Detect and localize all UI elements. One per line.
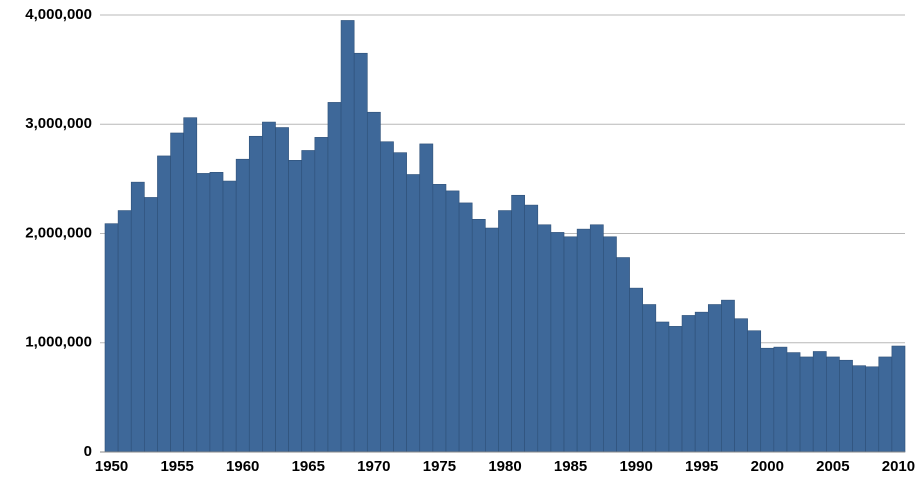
bar	[511, 194, 525, 453]
x-tick-label: 1955	[160, 458, 193, 475]
bar	[694, 311, 709, 453]
bar	[891, 345, 906, 453]
bar	[707, 304, 722, 453]
bar	[144, 197, 158, 453]
bar	[616, 257, 630, 453]
bar	[275, 127, 289, 453]
bar	[288, 160, 303, 453]
y-tick-label: 4,000,000	[25, 6, 92, 23]
bar	[537, 224, 552, 453]
bar	[550, 232, 565, 453]
bar	[314, 137, 329, 453]
bar	[432, 184, 447, 453]
bar	[852, 365, 866, 453]
bar	[734, 318, 748, 453]
x-tick-label: 2005	[816, 458, 849, 475]
bar	[812, 351, 827, 453]
bar	[222, 180, 237, 453]
bar	[104, 223, 119, 453]
x-tick-label: 1995	[685, 458, 718, 475]
bar	[340, 20, 355, 453]
bar	[353, 52, 368, 453]
bar	[826, 356, 840, 453]
bar	[406, 174, 421, 453]
bar	[458, 202, 473, 453]
x-tick-label: 2010	[882, 458, 915, 475]
bar	[603, 236, 617, 453]
bar	[524, 204, 539, 453]
bar	[419, 143, 434, 453]
x-tick-label: 1960	[226, 458, 259, 475]
bar	[380, 141, 394, 453]
x-tick-label: 1980	[488, 458, 521, 475]
bar	[301, 150, 316, 453]
bar	[262, 121, 276, 453]
bar	[878, 356, 893, 453]
bar	[773, 346, 788, 453]
bar	[471, 218, 486, 453]
x-tick-label: 1965	[292, 458, 325, 475]
y-tick-label: 2,000,000	[25, 224, 92, 241]
bar	[576, 228, 591, 453]
bar	[327, 102, 342, 453]
x-tick-label: 2000	[751, 458, 784, 475]
bar	[839, 359, 853, 453]
bar	[235, 158, 250, 453]
x-tick-label: 1950	[95, 458, 128, 475]
x-tick-label: 1970	[357, 458, 390, 475]
bar	[721, 299, 735, 453]
bar	[183, 117, 198, 453]
y-tick-label: 1,000,000	[25, 334, 92, 351]
bar	[681, 315, 696, 453]
bar	[157, 155, 171, 453]
bar	[130, 181, 145, 453]
bar	[170, 132, 184, 453]
x-tick-label: 1985	[554, 458, 587, 475]
bar	[366, 111, 381, 453]
bar	[485, 227, 499, 453]
bar	[747, 330, 762, 453]
bar	[655, 321, 670, 453]
bar	[498, 210, 512, 453]
bar	[786, 352, 801, 453]
bar	[865, 366, 880, 453]
bar	[589, 224, 604, 453]
bar	[196, 173, 211, 453]
bar	[563, 236, 578, 453]
bar	[668, 326, 683, 453]
bar	[209, 172, 224, 453]
bar	[799, 356, 814, 453]
x-tick-label: 1975	[423, 458, 456, 475]
y-tick-label: 0	[84, 443, 92, 460]
bar	[642, 304, 657, 453]
x-tick-label: 1990	[619, 458, 652, 475]
bar	[393, 152, 407, 453]
bar	[445, 190, 460, 453]
bar	[117, 210, 132, 453]
bar	[629, 287, 644, 453]
y-tick-label: 3,000,000	[25, 115, 92, 132]
bar	[760, 347, 775, 453]
bar	[248, 135, 263, 453]
